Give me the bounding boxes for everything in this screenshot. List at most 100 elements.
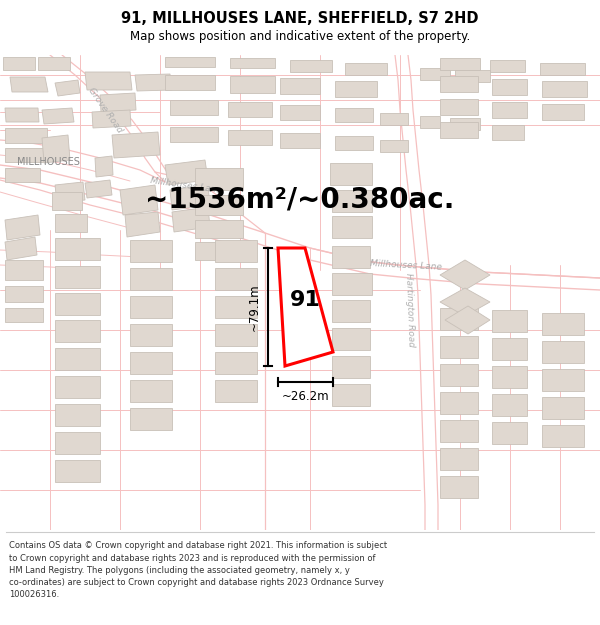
Polygon shape <box>440 76 478 92</box>
Polygon shape <box>130 408 172 430</box>
Polygon shape <box>215 352 257 374</box>
Text: ~79.1m: ~79.1m <box>248 283 260 331</box>
Polygon shape <box>5 215 40 240</box>
Text: Contains OS data © Crown copyright and database right 2021. This information is : Contains OS data © Crown copyright and d… <box>9 541 387 599</box>
Polygon shape <box>55 238 100 260</box>
Polygon shape <box>130 324 172 346</box>
Polygon shape <box>440 336 478 358</box>
Polygon shape <box>130 268 172 290</box>
Polygon shape <box>130 380 172 402</box>
Polygon shape <box>420 68 450 80</box>
Polygon shape <box>55 214 87 232</box>
Polygon shape <box>440 392 478 414</box>
Polygon shape <box>5 260 43 280</box>
Polygon shape <box>492 366 527 388</box>
Polygon shape <box>92 110 131 128</box>
Polygon shape <box>195 220 243 238</box>
Polygon shape <box>42 108 74 124</box>
Text: MILLHOUSES: MILLHOUSES <box>17 157 79 167</box>
Polygon shape <box>542 81 587 97</box>
Polygon shape <box>542 397 584 419</box>
Polygon shape <box>540 63 585 75</box>
Polygon shape <box>42 135 70 163</box>
Text: Millhouses Lane: Millhouses Lane <box>150 176 223 196</box>
Text: ~26.2m: ~26.2m <box>281 389 329 402</box>
Polygon shape <box>165 160 208 185</box>
Polygon shape <box>95 156 113 177</box>
Polygon shape <box>492 102 527 118</box>
Polygon shape <box>280 78 320 94</box>
Polygon shape <box>165 75 215 90</box>
Polygon shape <box>215 380 257 402</box>
Polygon shape <box>492 338 527 360</box>
Polygon shape <box>290 60 332 72</box>
Polygon shape <box>440 448 478 470</box>
Polygon shape <box>440 260 490 290</box>
Polygon shape <box>490 60 525 72</box>
Polygon shape <box>55 80 80 96</box>
Polygon shape <box>55 376 100 398</box>
Polygon shape <box>440 308 478 330</box>
Polygon shape <box>120 185 158 215</box>
Polygon shape <box>440 420 478 442</box>
Text: ~1536m²/~0.380ac.: ~1536m²/~0.380ac. <box>145 186 455 214</box>
Polygon shape <box>345 63 387 75</box>
Text: Grove Road: Grove Road <box>86 86 124 134</box>
Polygon shape <box>440 122 478 138</box>
Polygon shape <box>420 116 440 128</box>
Polygon shape <box>130 296 172 318</box>
Polygon shape <box>230 58 275 68</box>
Polygon shape <box>100 93 136 112</box>
Polygon shape <box>55 348 100 370</box>
Polygon shape <box>542 313 584 335</box>
Polygon shape <box>492 422 527 444</box>
Polygon shape <box>215 240 257 262</box>
Polygon shape <box>228 130 272 145</box>
Polygon shape <box>332 356 370 378</box>
Polygon shape <box>170 100 218 115</box>
Polygon shape <box>542 104 584 120</box>
Polygon shape <box>170 185 210 210</box>
Polygon shape <box>228 102 272 117</box>
Polygon shape <box>542 369 584 391</box>
Polygon shape <box>332 328 370 350</box>
Polygon shape <box>440 288 490 316</box>
Polygon shape <box>215 296 257 318</box>
Text: Map shows position and indicative extent of the property.: Map shows position and indicative extent… <box>130 30 470 43</box>
Polygon shape <box>335 136 373 150</box>
Polygon shape <box>55 432 100 454</box>
Polygon shape <box>3 57 35 70</box>
Polygon shape <box>130 240 172 262</box>
Polygon shape <box>380 140 408 152</box>
Polygon shape <box>112 132 160 158</box>
Polygon shape <box>5 168 40 182</box>
Polygon shape <box>440 99 478 115</box>
Polygon shape <box>55 460 100 482</box>
Polygon shape <box>55 182 85 203</box>
Polygon shape <box>5 237 37 260</box>
Polygon shape <box>492 310 527 332</box>
Polygon shape <box>492 394 527 416</box>
Polygon shape <box>215 324 257 346</box>
Polygon shape <box>230 76 275 93</box>
Polygon shape <box>542 341 584 363</box>
Polygon shape <box>332 384 370 406</box>
Polygon shape <box>332 300 370 322</box>
Polygon shape <box>332 246 370 268</box>
Polygon shape <box>492 125 524 140</box>
Polygon shape <box>165 57 215 67</box>
Polygon shape <box>440 476 478 498</box>
Polygon shape <box>5 148 43 162</box>
Polygon shape <box>332 190 372 212</box>
Polygon shape <box>332 216 372 238</box>
Polygon shape <box>85 180 112 198</box>
Polygon shape <box>455 70 490 82</box>
Polygon shape <box>380 113 408 125</box>
Polygon shape <box>172 207 210 232</box>
Polygon shape <box>5 308 43 322</box>
Polygon shape <box>55 320 100 342</box>
Polygon shape <box>280 133 320 148</box>
Polygon shape <box>215 268 257 290</box>
Polygon shape <box>125 212 160 237</box>
Text: Millhouses Lane: Millhouses Lane <box>370 259 442 271</box>
